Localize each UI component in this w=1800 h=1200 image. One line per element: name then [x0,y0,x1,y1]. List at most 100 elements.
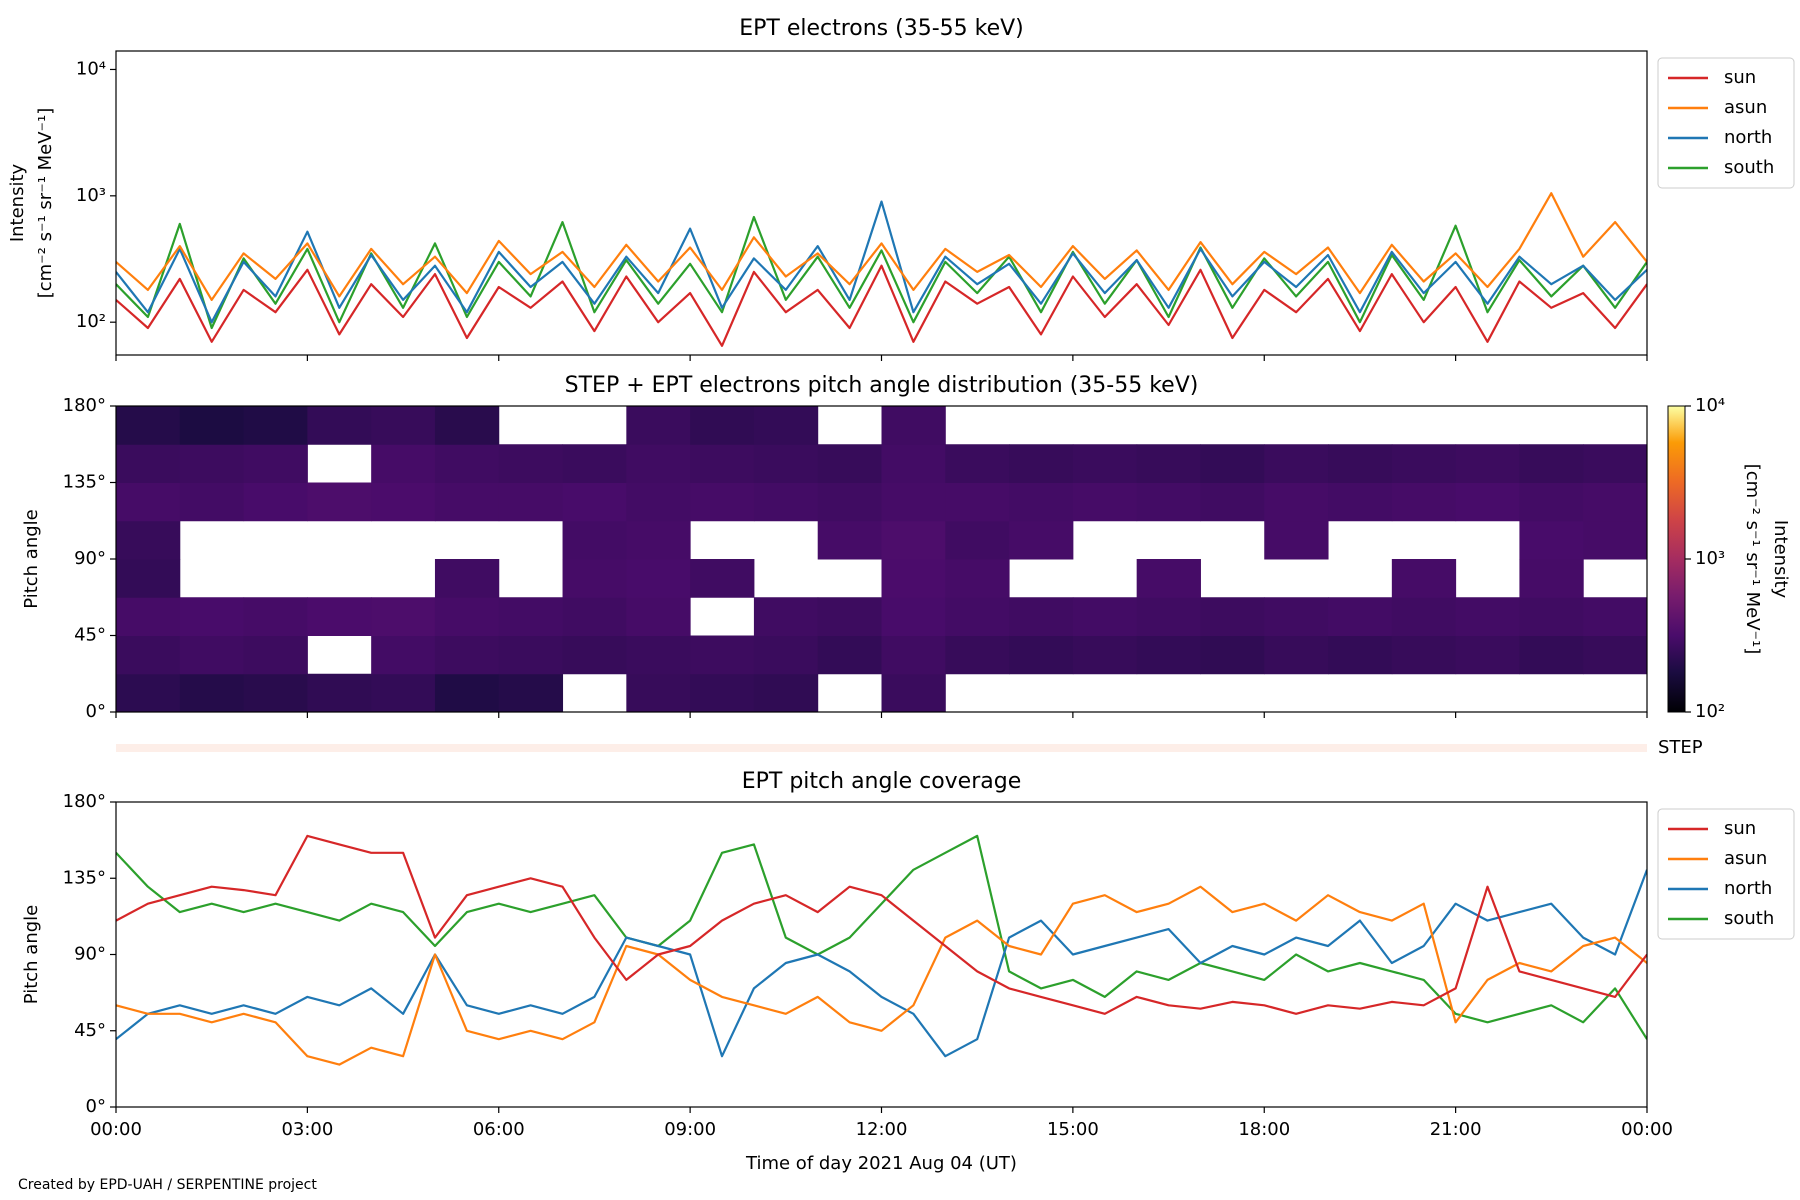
plot-area [116,192,1647,347]
heatmap-cell [690,673,755,713]
heatmap-cell [1136,635,1201,675]
heatmap-cell [1328,482,1393,522]
heatmap-cell [371,597,436,636]
heatmap-cell [1009,482,1074,522]
heatmap-cell [1200,482,1265,522]
x-tick-label: 15:00 [1047,1119,1099,1140]
heatmap-cell [498,635,564,675]
x-axis-label: Time of day 2021 Aug 04 (UT) [745,1153,1017,1174]
heatmap-cell [243,635,308,675]
heatmap-cell [562,597,627,636]
heatmap-cell [562,482,627,522]
heatmap-cell [116,559,181,598]
y-tick-label: 45° [74,625,106,646]
heatmap-cell [1328,635,1393,675]
heatmap-cell [690,444,755,483]
heatmap-cell [1136,597,1201,636]
heatmap-cell [434,444,500,483]
heatmap-cell [179,444,245,483]
heatmap-cell [1583,520,1648,560]
x-tick-label: 21:00 [1430,1119,1482,1140]
heatmap-cell [1009,444,1074,483]
heatmap-cell [626,635,691,675]
legend-label: sun [1724,818,1756,839]
heatmap-cell [945,482,1010,522]
heatmap-cell [817,444,882,483]
x-tick-label: 06:00 [473,1119,525,1140]
heatmap-cell [753,635,819,675]
heatmap-cell [179,597,245,636]
legend-box [1657,57,1795,189]
heatmap-cell [1583,444,1648,483]
panel-title: EPT electrons (35-55 keV) [739,16,1024,41]
heatmap-cell [690,559,755,598]
heatmap-cell [307,673,372,713]
heatmap-cell [562,635,627,675]
heatmap-cell [498,482,564,522]
heatmap-cell [1136,482,1201,522]
heatmap-cell [881,482,946,522]
heatmap-cell [1264,482,1329,522]
heatmap-cell [690,635,755,675]
y-tick-label: 10³ [76,185,106,206]
heatmap-cell [1391,597,1457,636]
heatmap-cell [1264,520,1329,560]
heatmap-cell [1391,444,1457,483]
legend-label: asun [1724,848,1767,869]
heatmap-cell [434,597,500,636]
heatmap-cell [434,559,500,598]
heatmap-cell [753,482,819,522]
heatmap-cell [116,406,181,445]
heatmap-cell [498,597,564,636]
heatmap-cell [498,673,564,713]
heatmap-cell [753,444,819,483]
heatmap-cell [753,673,819,713]
y-axis-label: Pitch angle [21,509,42,608]
y-tick-label: 180° [63,791,106,812]
heatmap-cell [562,444,627,483]
heatmap-cell [434,673,500,713]
colorbar-tick-label: 10³ [1695,548,1725,569]
heatmap-cell [179,635,245,675]
heatmap-cell [434,406,500,445]
heatmap-cell [1455,482,1520,522]
heatmap-cell [307,406,372,445]
x-tick-label: 18:00 [1238,1119,1290,1140]
axes-frame [115,801,1648,1108]
series-line [116,869,1647,1058]
axes-frame [115,405,1648,713]
series-line [116,885,1647,1066]
legend-label: south [1724,157,1774,178]
heatmap-cell [1009,635,1074,675]
heatmap-cell [371,406,436,445]
series-line [116,264,1647,347]
colorbar-label: Intensity [1770,520,1791,599]
legend-label: sun [1724,67,1756,88]
footer: Created by EPD-UAH / SERPENTINE project [18,1177,317,1193]
panel-title: STEP + EPT electrons pitch angle distrib… [565,373,1199,398]
heatmap-cell [881,444,946,483]
heatmap-cell [116,520,181,560]
heatmap-cell [945,559,1010,598]
heatmap-cell [690,406,755,445]
heatmap-cell [1009,520,1074,560]
heatmap-cell [1328,444,1393,483]
heatmap-cell [1519,444,1584,483]
heatmap-cell [116,482,181,522]
heatmap-cell [1009,597,1074,636]
heatmap-cell [1583,635,1648,675]
y-tick-label: 10² [76,311,106,332]
x-tick-label: 12:00 [856,1119,908,1140]
legend-label: asun [1724,97,1767,118]
legend-label: north [1724,127,1772,148]
heatmap-cell [626,597,691,636]
heatmap-cell [1519,635,1584,675]
heatmap-cell [1072,444,1138,483]
x-tick-label: 09:00 [664,1119,716,1140]
heatmap-cell [1072,635,1138,675]
y-axis-label: [cm⁻² s⁻¹ sr⁻¹ MeV⁻¹] [35,108,56,299]
series-line [116,192,1647,301]
legend-label: south [1724,908,1774,929]
heatmap-cell [817,635,882,675]
